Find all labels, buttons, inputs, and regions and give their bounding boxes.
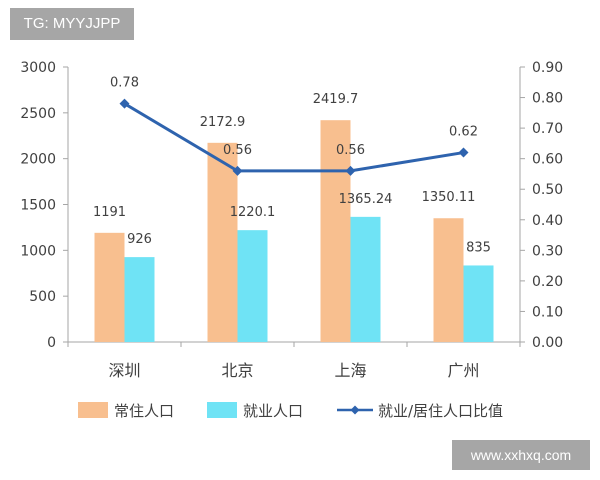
- data-label-employed: 1365.24: [339, 192, 393, 207]
- data-label-resident: 2419.7: [313, 92, 359, 107]
- y-right-tick-label: 0.50: [532, 182, 563, 198]
- y-right-tick-label: 0.10: [532, 304, 563, 320]
- ratio-point: [232, 165, 243, 176]
- y-right-tick-label: 0.80: [532, 91, 563, 107]
- bar-series-group: [94, 120, 494, 342]
- bar-employed: [237, 230, 268, 342]
- x-tick-label: 上海: [334, 361, 366, 380]
- y-right-tick-label: 0.30: [532, 243, 563, 259]
- y-left-tick-label: 0: [47, 335, 56, 351]
- bar-resident: [207, 142, 238, 342]
- x-tick-label: 北京: [221, 361, 253, 380]
- y-left-tick-label: 2000: [20, 152, 56, 168]
- data-label-employed: 926: [127, 232, 152, 247]
- y-right-tick-label: 0.60: [532, 152, 563, 168]
- data-label-ratio: 0.56: [336, 143, 365, 158]
- y-left-tick-label: 3000: [20, 60, 56, 76]
- y-right-tick-label: 0.00: [532, 335, 563, 351]
- y-right-tick-label: 0.70: [532, 121, 563, 137]
- bar-employed: [124, 257, 155, 342]
- y-right-tick-label: 0.90: [532, 60, 563, 76]
- source-tag: TG: MYYJJPP: [10, 8, 134, 40]
- legend-label-employed: 就业人口: [243, 402, 303, 420]
- x-tick-label: 广州: [447, 361, 479, 380]
- data-label-ratio: 0.56: [223, 143, 252, 158]
- ratio-line: [123, 102, 464, 173]
- y-right-tick-label: 0.20: [532, 274, 563, 290]
- data-label-resident: 1350.11: [422, 190, 476, 205]
- bar-resident: [433, 218, 464, 342]
- bar-employed: [463, 265, 494, 342]
- data-label-employed: 1220.1: [230, 205, 276, 220]
- legend-label-resident: 常住人口: [114, 402, 174, 420]
- data-label-resident: 2172.9: [200, 115, 246, 130]
- ratio-point: [458, 147, 469, 158]
- bar-resident: [320, 120, 351, 342]
- y-left-tick-label: 1000: [20, 243, 56, 259]
- y-left-tick-label: 2500: [20, 106, 56, 122]
- x-tick-label: 深圳: [108, 361, 140, 380]
- y-left-tick-label: 1500: [20, 198, 56, 214]
- chart-axes: 0 500 1000 1500 2000 2500 3000 0.00 0.10 0.20 0.30…: [20, 60, 563, 380]
- watermark-label: www.xxhxq.com: [452, 440, 590, 470]
- ratio-point: [119, 98, 130, 109]
- legend-swatch-resident: [78, 402, 108, 418]
- legend-swatch-employed: [207, 402, 237, 418]
- data-label-ratio: 0.78: [110, 76, 139, 91]
- bar-employed: [350, 216, 381, 342]
- chart-legend: 常住人口 就业人口 就业/居住人口比值: [78, 402, 503, 420]
- data-label-ratio: 0.62: [449, 125, 478, 140]
- legend-label-ratio: 就业/居住人口比值: [378, 402, 503, 420]
- data-label-resident: 1191: [93, 205, 126, 220]
- y-left-tick-label: 500: [29, 289, 56, 305]
- ratio-point: [345, 165, 356, 176]
- data-label-employed: 835: [466, 240, 491, 255]
- y-right-tick-label: 0.40: [532, 213, 563, 229]
- legend-marker-ratio: [350, 405, 360, 415]
- bar-resident: [94, 232, 125, 342]
- line-series-group: [119, 98, 469, 176]
